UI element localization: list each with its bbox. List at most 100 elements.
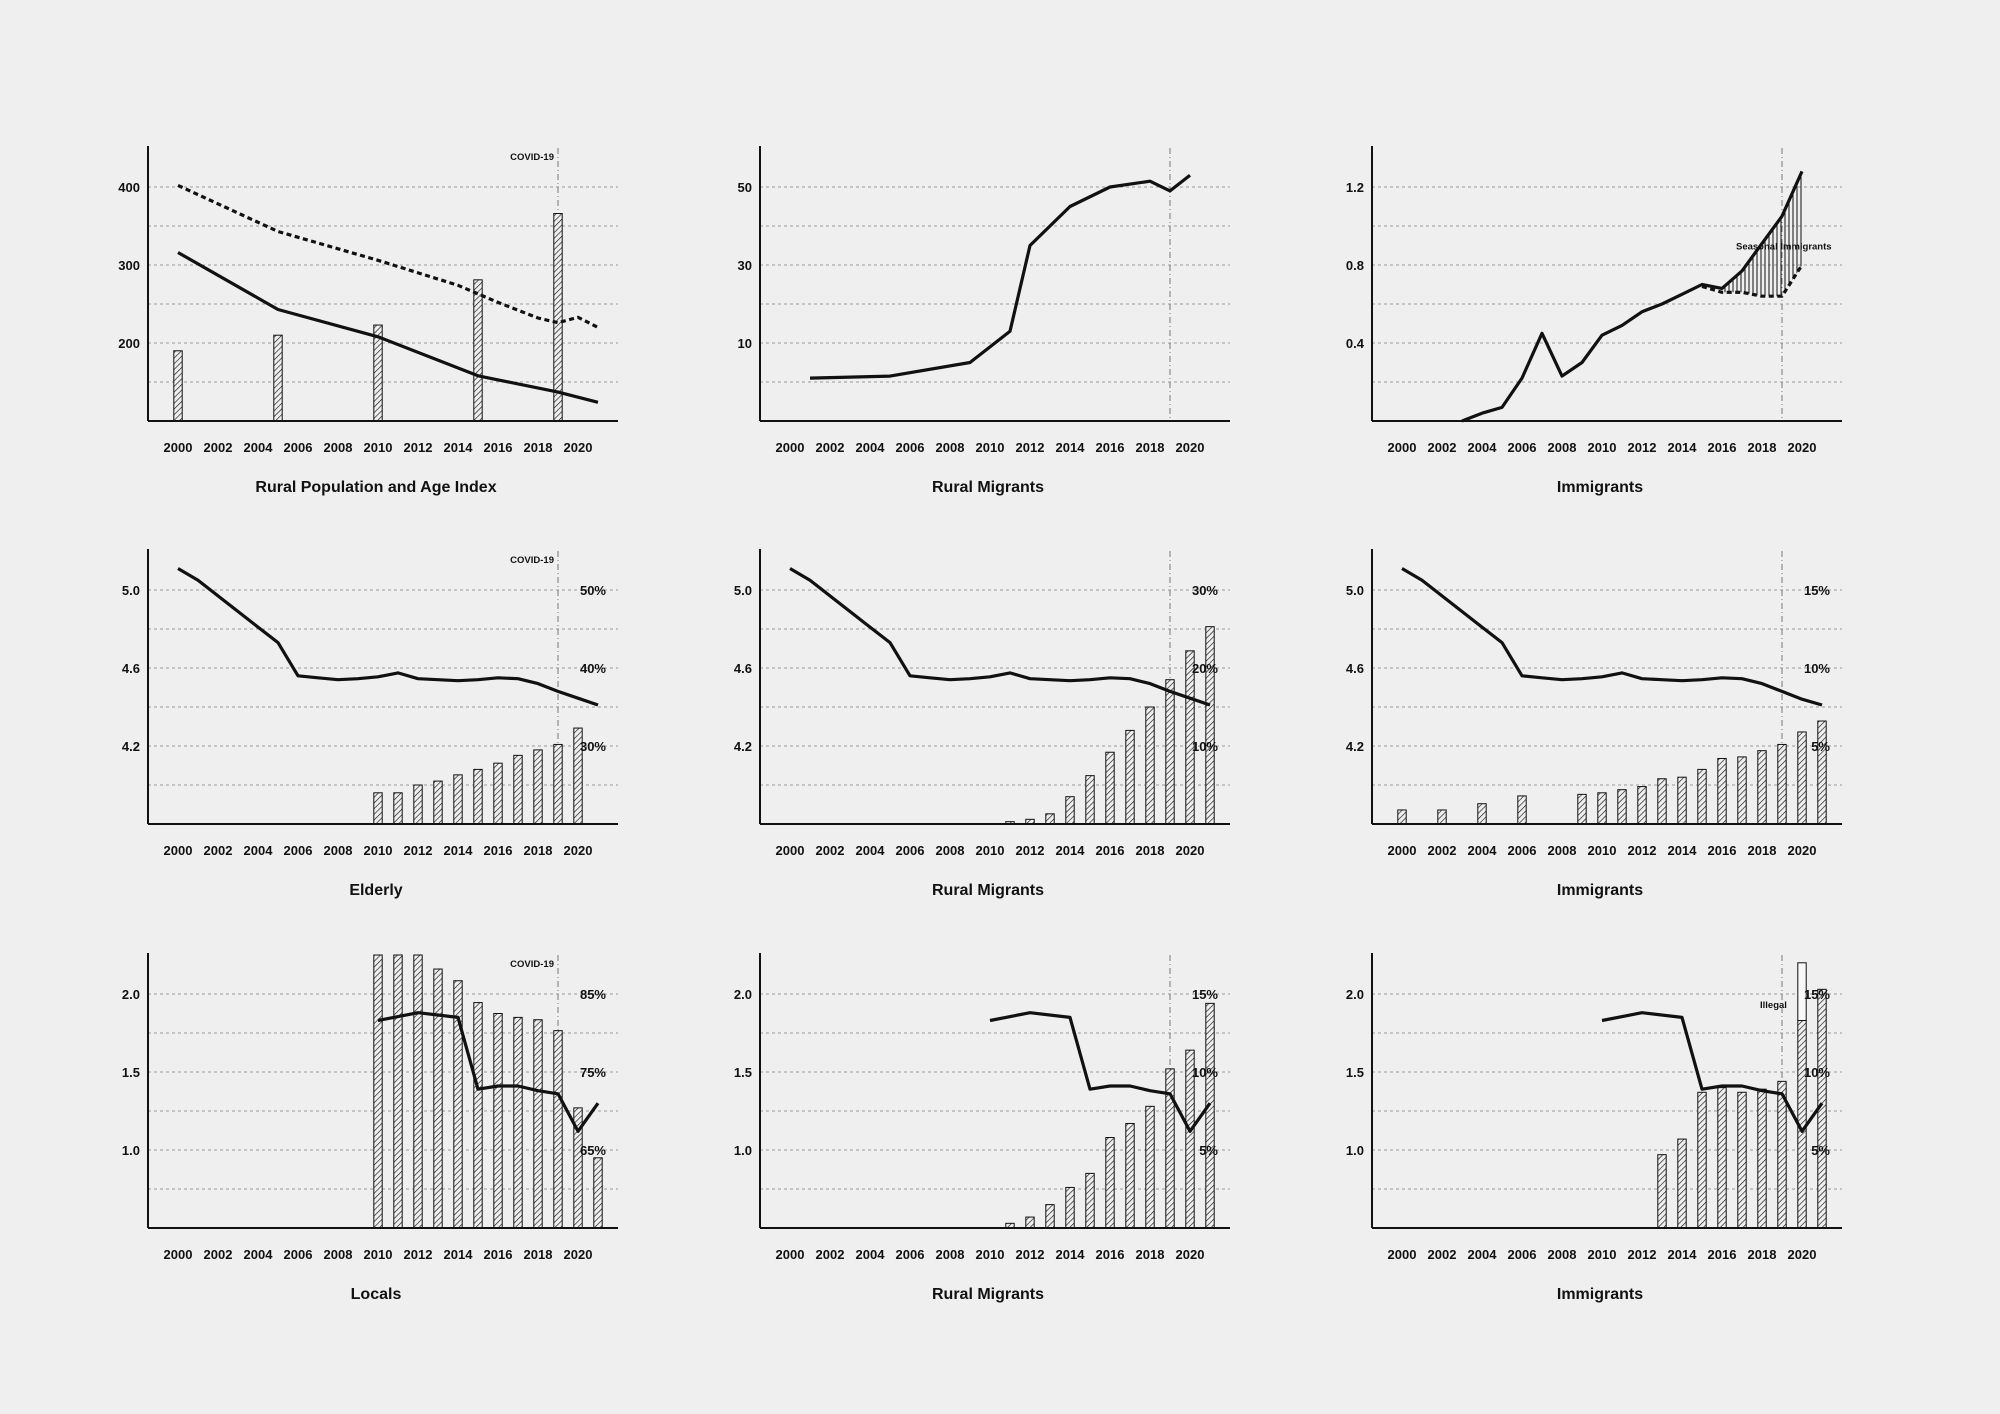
bar bbox=[1737, 1091, 1747, 1229]
y2-tick-label: 5% bbox=[1199, 1143, 1218, 1158]
x-tick-label: 2006 bbox=[1508, 440, 1537, 455]
x-tick-label: 2016 bbox=[484, 843, 513, 858]
y-tick-label: 50 bbox=[738, 180, 752, 195]
x-tick-label: 2008 bbox=[1548, 440, 1577, 455]
covid-label: COVID-19 bbox=[510, 152, 554, 163]
x-tick-label: 2002 bbox=[204, 440, 233, 455]
x-tick-label: 2004 bbox=[244, 1247, 274, 1262]
x-tick-label: 2014 bbox=[444, 440, 474, 455]
x-tick-label: 2010 bbox=[1588, 440, 1617, 455]
bar bbox=[1677, 1138, 1687, 1229]
y-tick-label: 5.0 bbox=[734, 583, 752, 598]
x-tick-label: 2010 bbox=[1588, 1247, 1617, 1262]
bar bbox=[1105, 751, 1115, 825]
covid-label: COVID-19 bbox=[510, 555, 554, 566]
series-line bbox=[177, 251, 599, 404]
y-tick-label: 1.2 bbox=[1346, 180, 1364, 195]
y-tick-label: 5.0 bbox=[122, 583, 140, 598]
bar bbox=[533, 749, 543, 825]
x-tick-label: 2020 bbox=[1788, 843, 1817, 858]
bar bbox=[1577, 793, 1587, 825]
y-tick-label: 5.0 bbox=[1346, 583, 1364, 598]
bar bbox=[533, 1019, 543, 1229]
bar bbox=[413, 784, 423, 825]
x-tick-label: 2008 bbox=[324, 1247, 353, 1262]
bar bbox=[393, 954, 403, 1229]
x-tick-label: 2000 bbox=[1388, 843, 1417, 858]
bar bbox=[1677, 776, 1687, 825]
bar bbox=[1657, 778, 1667, 825]
x-tick-label: 2000 bbox=[776, 843, 805, 858]
x-tick-label: 2004 bbox=[856, 843, 886, 858]
bar bbox=[1045, 813, 1055, 825]
x-tick-label: 2006 bbox=[1508, 1247, 1537, 1262]
bar bbox=[1737, 756, 1747, 825]
y-tick-label: 200 bbox=[118, 336, 140, 351]
bar bbox=[473, 279, 483, 422]
chart-panel-5: 4.2 4.6 5.0 10% 20% 30% 2000 2002 2004 2006 2008 20… bbox=[734, 549, 1230, 899]
x-tick-label: 2018 bbox=[1136, 843, 1165, 858]
y-tick-label: 2.0 bbox=[734, 987, 752, 1002]
x-tick-label: 2012 bbox=[1628, 1247, 1657, 1262]
bar bbox=[1697, 768, 1707, 825]
x-tick-label: 2000 bbox=[164, 843, 193, 858]
x-tick-label: 2020 bbox=[564, 440, 593, 455]
x-tick-label: 2012 bbox=[404, 843, 433, 858]
x-tick-label: 2006 bbox=[1508, 843, 1537, 858]
x-tick-label: 2020 bbox=[1788, 440, 1817, 455]
chart-panel-6: 4.2 4.6 5.0 5% 10% 15% 2000 2002 2004 2006 2008 201… bbox=[1346, 549, 1842, 899]
y-tick-label: 4.2 bbox=[734, 739, 752, 754]
x-tick-label: 2018 bbox=[1748, 843, 1777, 858]
x-tick-label: 2012 bbox=[1628, 440, 1657, 455]
x-tick-label: 2008 bbox=[1548, 843, 1577, 858]
x-tick-label: 2016 bbox=[1096, 843, 1125, 858]
x-tick-label: 2000 bbox=[776, 440, 805, 455]
bar bbox=[1657, 1154, 1667, 1229]
bar bbox=[473, 1002, 483, 1229]
x-tick-label: 2002 bbox=[816, 843, 845, 858]
y-tick-label: 1.0 bbox=[122, 1143, 140, 1158]
bar bbox=[1125, 1122, 1135, 1229]
y2-tick-label: 75% bbox=[580, 1065, 606, 1080]
x-tick-label: 2004 bbox=[244, 440, 274, 455]
bar bbox=[493, 1013, 503, 1229]
x-tick-label: 2010 bbox=[976, 440, 1005, 455]
x-tick-label: 2014 bbox=[444, 1247, 474, 1262]
bar bbox=[1065, 1186, 1075, 1229]
bar bbox=[273, 334, 283, 422]
bar bbox=[1597, 792, 1607, 825]
bar bbox=[1025, 1216, 1035, 1229]
y-tick-label: 400 bbox=[118, 180, 140, 195]
y2-tick-label: 10% bbox=[1804, 661, 1830, 676]
bar bbox=[1517, 795, 1527, 825]
x-tick-label: 2020 bbox=[1176, 440, 1205, 455]
bar bbox=[553, 743, 563, 825]
bar bbox=[1205, 626, 1215, 825]
bar bbox=[1145, 1105, 1155, 1229]
y-tick-label: 1.0 bbox=[734, 1143, 752, 1158]
x-tick-label: 2002 bbox=[816, 440, 845, 455]
chart-title: Rural Migrants bbox=[932, 1286, 1044, 1303]
x-tick-label: 2004 bbox=[856, 1247, 886, 1262]
bar bbox=[393, 792, 403, 825]
x-tick-label: 2002 bbox=[204, 1247, 233, 1262]
bar bbox=[433, 780, 443, 825]
x-tick-label: 2008 bbox=[936, 1247, 965, 1262]
bar bbox=[1437, 809, 1447, 825]
x-tick-label: 2010 bbox=[976, 843, 1005, 858]
x-tick-label: 2014 bbox=[444, 843, 474, 858]
x-tick-label: 2002 bbox=[1428, 843, 1457, 858]
y2-tick-label: 10% bbox=[1804, 1065, 1830, 1080]
x-tick-label: 2000 bbox=[1388, 440, 1417, 455]
bar bbox=[473, 768, 483, 825]
x-tick-label: 2006 bbox=[284, 843, 313, 858]
y2-tick-label: 15% bbox=[1192, 987, 1218, 1002]
bar bbox=[513, 1016, 523, 1229]
bar-open-segment bbox=[1797, 962, 1807, 1022]
chart-panel-9: Illegal 1.0 1.5 2.0 5% 10% 15% 2000 2002 2004 2006… bbox=[1346, 953, 1842, 1303]
x-tick-label: 2012 bbox=[404, 440, 433, 455]
x-tick-label: 2020 bbox=[1176, 843, 1205, 858]
bar bbox=[1637, 786, 1647, 825]
x-tick-label: 2006 bbox=[896, 843, 925, 858]
x-tick-label: 2000 bbox=[164, 440, 193, 455]
